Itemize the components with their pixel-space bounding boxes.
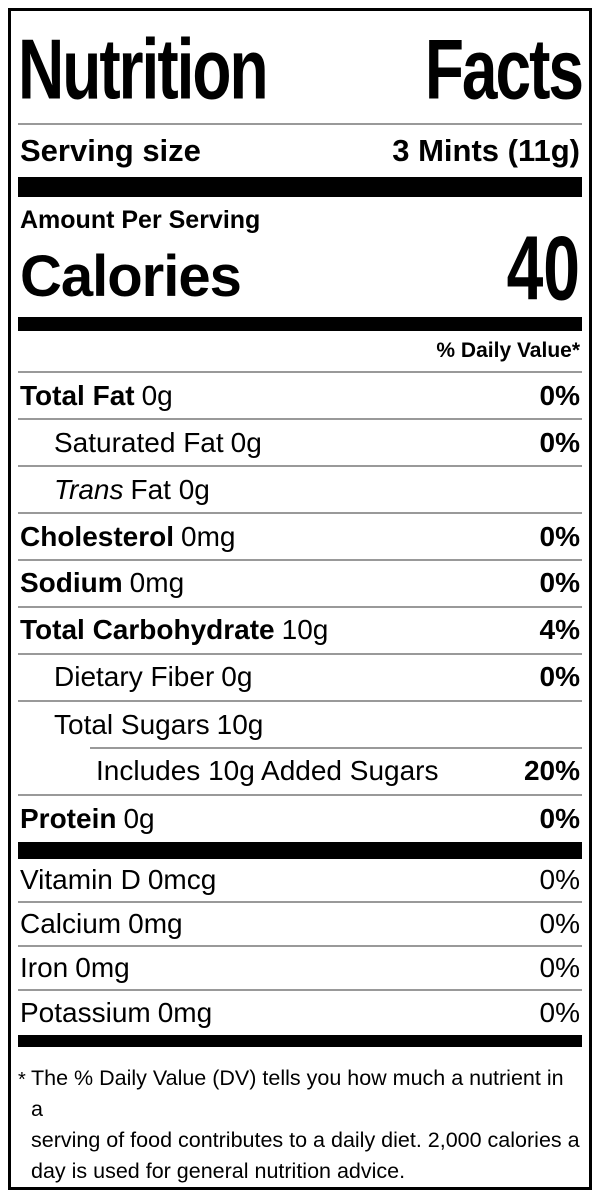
nutrient-amount: 0g [123,802,155,834]
nutrient-dv: 0% [539,997,580,1029]
thick-divider-bar-footnote [18,1035,582,1048]
title-divider [18,122,582,125]
label-title: Nutrition Facts [18,21,584,117]
serving-size-row: Serving size 3 Mints (11g) [18,125,582,177]
nutrient-row-total-sugars: Total Sugars 10g [18,702,582,749]
nutrient-amount: 0g [230,426,262,458]
nutrient-name: Total Carbohydrate [20,614,275,646]
nutrition-facts-label: Nutrition Facts Serving size 3 Mints (11… [8,8,592,1190]
nutrient-name: Iron [20,952,69,984]
nutrient-dv: 4% [539,614,580,646]
nutrient-row-total-carbohydrate: Total Carbohydrate 10g 4% [18,608,582,655]
nutrient-row-cholesterol: Cholesterol 0mg 0% [18,514,582,562]
nutrient-dv: 0% [539,379,580,411]
nutrient-name: Cholesterol [20,520,175,552]
nutrient-name: Calcium [20,908,122,940]
nutrient-name: Dietary Fiber [54,661,215,693]
nutrient-dv: 0% [539,802,580,834]
amount-per-serving-label: Amount Per Serving [20,205,261,234]
daily-value-footnote: * The % Daily Value (DV) tells you how m… [18,1047,582,1187]
nutrient-amount: 0g [141,379,173,411]
nutrient-name: Includes 10g Added Sugars [96,755,439,787]
medium-divider-bar [18,317,582,332]
calories-row: Calories 40 [18,223,582,314]
footnote-asterisk: * [18,1069,26,1092]
nutrient-amount: 0mg [157,997,213,1029]
nutrient-amount: Fat 0g [130,473,210,505]
nutrient-dv: 0% [539,567,580,599]
nutrient-name: Total Sugars [54,709,210,741]
nutrient-amount: 0mg [129,567,185,599]
daily-value-header-text: % Daily Value* [436,339,580,363]
footnote-text: The % Daily Value (DV) tells you how muc… [31,1063,580,1187]
nutrient-row-total-fat: Total Fat 0g 0% [18,373,582,421]
nutrient-row-trans-fat: Trans Fat 0g [18,467,582,515]
nutrient-amount: 0mg [181,520,236,552]
micronutrient-row-iron: Iron 0mg 0% [18,947,582,992]
nutrient-amount: 10g [281,614,329,646]
nutrient-row-dietary-fiber: Dietary Fiber 0g 0% [18,655,582,702]
nutrient-name: Saturated Fat [54,426,224,458]
micronutrient-row-calcium: Calcium 0mg 0% [18,903,582,948]
micronutrient-row-potassium: Potassium 0mg 0% [18,991,582,1035]
serving-size-label: Serving size [20,132,201,168]
nutrient-row-sodium: Sodium 0mg 0% [18,561,582,608]
nutrient-row-saturated-fat: Saturated Fat 0g 0% [18,420,582,468]
nutrient-dv: 0% [539,908,580,940]
daily-value-header: % Daily Value* [18,331,582,374]
nutrient-name: Total Fat [20,379,135,411]
footnote-line: The % Daily Value (DV) tells you how muc… [31,1066,564,1122]
calories-value: 40 [506,217,580,320]
nutrient-dv: 0% [539,426,580,458]
nutrient-dv: 20% [523,755,580,787]
nutrient-name: Trans [54,473,124,505]
nutrient-amount: 0g [221,661,253,693]
title-word-nutrition: Nutrition [18,20,269,118]
nutrient-dv: 0% [539,952,580,984]
nutrient-row-protein: Protein 0g 0% [18,796,582,843]
micronutrient-row-vitamin-d: Vitamin D 0mcg 0% [18,859,582,904]
serving-size-value: 3 Mints (11g) [392,132,580,168]
nutrient-name: Sodium [20,567,123,599]
nutrient-amount: 0mcg [147,864,217,896]
footnote-line: day is used for general nutrition advice… [31,1159,406,1184]
nutrient-row-added-sugars: Includes 10g Added Sugars 20% [18,746,582,796]
footnote-line: serving of food contributes to a daily d… [31,1128,580,1153]
nutrient-amount: 10g [216,709,264,741]
nutrient-name: Vitamin D [20,864,141,896]
thick-divider-bar-top [18,176,582,197]
nutrient-dv: 0% [539,864,580,896]
nutrient-dv: 0% [539,520,580,552]
nutrient-amount: 0mg [75,952,130,984]
calories-label: Calories [20,244,242,310]
nutrient-amount: 0mg [128,908,183,940]
nutrient-dv: 0% [539,661,580,693]
title-word-facts: Facts [424,20,584,118]
thick-divider-bar-micronutrients [18,842,582,860]
nutrient-name: Potassium [20,997,151,1029]
nutrient-name: Protein [20,802,117,834]
